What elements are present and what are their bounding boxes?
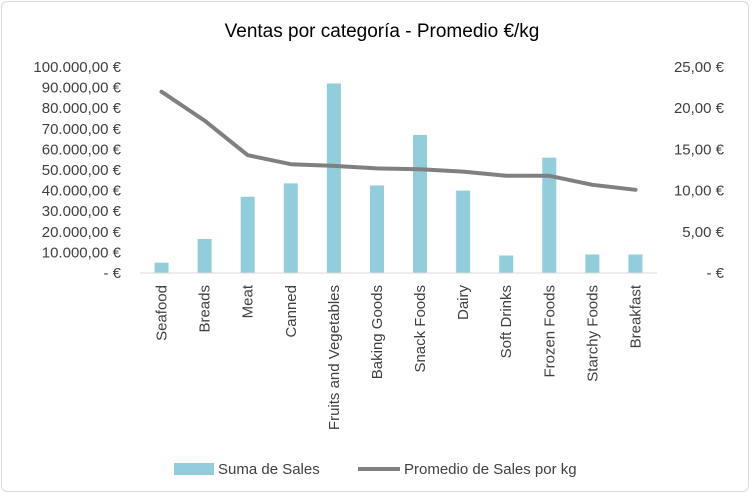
right-tick-label: 20,00 €: [674, 100, 725, 117]
right-tick-label: - €: [706, 265, 724, 282]
category-label: Dairy: [455, 285, 472, 321]
left-tick-label: 70.000,00 €: [42, 121, 122, 138]
line-series: [159, 89, 638, 192]
category-label: Breakfast: [627, 284, 644, 348]
legend-line-label: Promedio de Sales por kg: [404, 461, 577, 478]
bar-series: [154, 83, 643, 273]
left-tick-label: 30.000,00 €: [42, 203, 122, 220]
bar: [240, 196, 255, 273]
left-axis-ticks: - € 10.000,00 € 20.000,00 € 30.000,00 € 40.0…: [33, 59, 121, 282]
avg-price-line: [159, 89, 638, 192]
left-tick-label: 100.000,00 €: [33, 59, 121, 76]
category-label: Fruits and Vegetables: [326, 285, 343, 430]
right-tick-label: 5,00 €: [682, 224, 724, 241]
legend: Suma de Sales Promedio de Sales por kg: [174, 461, 577, 478]
left-tick-label: 90.000,00 €: [42, 80, 122, 97]
category-label: Breads: [197, 285, 214, 333]
bar: [413, 134, 428, 273]
left-tick-label: 10.000,00 €: [42, 244, 122, 261]
chart-title: Ventas por categoría - Promedio €/kg: [225, 21, 540, 42]
category-labels: Seafood Breads Meat Canned Fruits and Vegeta…: [154, 284, 645, 430]
bar: [628, 254, 643, 273]
left-tick-label: 50.000,00 €: [42, 162, 122, 179]
category-label: Snack Foods: [412, 285, 429, 373]
bar: [326, 83, 341, 273]
category-label: Starchy Foods: [584, 285, 601, 382]
left-tick-label: 40.000,00 €: [42, 183, 122, 200]
right-tick-label: 25,00 €: [674, 59, 725, 76]
category-label: Canned: [283, 285, 300, 338]
bar: [499, 255, 514, 273]
bar: [585, 254, 600, 273]
category-label: Meat: [240, 284, 257, 318]
bar: [369, 185, 384, 273]
category-label: Soft Drinks: [498, 285, 515, 358]
right-axis-ticks: - € 5,00 € 10,00 € 15,00 € 20,00 € 25,00 €: [674, 59, 725, 282]
left-tick-label: 60.000,00 €: [42, 141, 122, 158]
bar: [154, 262, 169, 273]
right-tick-label: 10,00 €: [674, 183, 725, 200]
bar: [197, 239, 212, 273]
bar: [456, 190, 471, 273]
left-tick-label: - €: [103, 265, 121, 282]
bar: [542, 157, 557, 273]
right-tick-label: 15,00 €: [674, 141, 725, 158]
category-label: Seafood: [154, 285, 171, 341]
category-label: Baking Goods: [369, 285, 386, 379]
left-tick-label: 80.000,00 €: [42, 100, 122, 117]
legend-bar-label: Suma de Sales: [218, 461, 320, 478]
bar: [283, 183, 298, 273]
left-tick-label: 20.000,00 €: [42, 224, 122, 241]
category-label: Frozen Foods: [541, 285, 558, 378]
legend-bar-swatch: [174, 463, 214, 475]
